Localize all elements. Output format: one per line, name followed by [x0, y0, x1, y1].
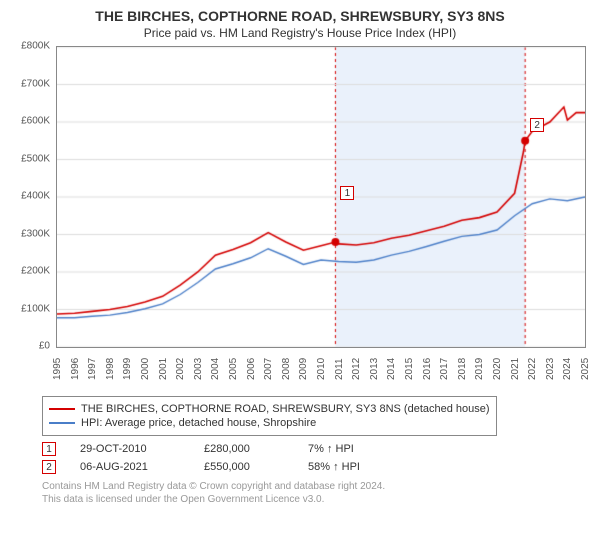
x-tick-label: 2013 [369, 358, 377, 380]
x-tick-label: 2004 [210, 358, 218, 380]
x-tick-label: 2020 [492, 358, 500, 380]
x-tick-label: 2017 [439, 358, 447, 380]
y-tick-label: £800K [14, 41, 50, 52]
marker-price: £550,000 [204, 461, 284, 473]
x-tick-label: 2009 [298, 358, 306, 380]
legend-swatch [49, 422, 75, 424]
marker-pct: 58% ↑ HPI [308, 461, 360, 473]
x-tick-label: 2003 [193, 358, 201, 380]
chart-title: THE BIRCHES, COPTHORNE ROAD, SHREWSBURY,… [12, 8, 588, 24]
marker-pct: 7% ↑ HPI [308, 443, 354, 455]
chart-area: £0£100K£200K£300K£400K£500K£600K£700K£80… [14, 46, 588, 388]
footer-line-2: This data is licensed under the Open Gov… [42, 493, 588, 506]
marker-number-box: 2 [42, 460, 56, 474]
chart-subtitle: Price paid vs. HM Land Registry's House … [12, 26, 588, 40]
marker-date: 29-OCT-2010 [80, 443, 180, 455]
x-tick-label: 2014 [386, 358, 394, 380]
y-tick-label: £100K [14, 303, 50, 314]
x-tick-label: 2023 [545, 358, 553, 380]
x-tick-label: 2005 [228, 358, 236, 380]
chart-marker-label: 1 [340, 186, 354, 200]
x-tick-label: 2010 [316, 358, 324, 380]
line-chart-canvas [56, 46, 586, 348]
x-tick-label: 2012 [351, 358, 359, 380]
chart-marker-label: 2 [530, 118, 544, 132]
x-tick-label: 1998 [105, 358, 113, 380]
x-tick-label: 1997 [87, 358, 95, 380]
y-tick-label: £400K [14, 191, 50, 202]
legend-label: HPI: Average price, detached house, Shro… [81, 417, 316, 429]
marker-row: 2 06-AUG-2021 £550,000 58% ↑ HPI [42, 460, 588, 474]
x-tick-label: 1996 [70, 358, 78, 380]
marker-price: £280,000 [204, 443, 284, 455]
y-tick-label: £300K [14, 228, 50, 239]
x-tick-label: 2008 [281, 358, 289, 380]
legend-swatch [49, 408, 75, 410]
x-tick-label: 2018 [457, 358, 465, 380]
x-tick-label: 2015 [404, 358, 412, 380]
root: THE BIRCHES, COPTHORNE ROAD, SHREWSBURY,… [0, 0, 600, 560]
legend-label: THE BIRCHES, COPTHORNE ROAD, SHREWSBURY,… [81, 403, 490, 415]
legend-item: THE BIRCHES, COPTHORNE ROAD, SHREWSBURY,… [49, 403, 490, 415]
x-tick-label: 2024 [562, 358, 570, 380]
y-tick-label: £600K [14, 116, 50, 127]
x-tick-label: 2016 [422, 358, 430, 380]
x-tick-label: 2006 [246, 358, 254, 380]
x-tick-label: 2022 [527, 358, 535, 380]
x-tick-label: 2000 [140, 358, 148, 380]
marker-row: 1 29-OCT-2010 £280,000 7% ↑ HPI [42, 442, 588, 456]
marker-date: 06-AUG-2021 [80, 461, 180, 473]
x-tick-label: 2011 [334, 358, 342, 380]
x-tick-label: 2021 [510, 358, 518, 380]
footer: Contains HM Land Registry data © Crown c… [42, 480, 588, 506]
marker-number-box: 1 [42, 442, 56, 456]
x-tick-label: 2002 [175, 358, 183, 380]
y-tick-label: £700K [14, 78, 50, 89]
x-tick-label: 2007 [263, 358, 271, 380]
legend-item: HPI: Average price, detached house, Shro… [49, 417, 490, 429]
x-tick-label: 2019 [474, 358, 482, 380]
x-tick-label: 1999 [122, 358, 130, 380]
marker-table: 1 29-OCT-2010 £280,000 7% ↑ HPI 2 06-AUG-2021… [42, 442, 588, 474]
y-tick-label: £500K [14, 153, 50, 164]
x-tick-label: 2025 [580, 358, 588, 380]
x-tick-label: 1995 [52, 358, 60, 380]
y-tick-label: £0 [14, 341, 50, 352]
x-tick-label: 2001 [158, 358, 166, 380]
footer-line-1: Contains HM Land Registry data © Crown c… [42, 480, 588, 493]
y-tick-label: £200K [14, 266, 50, 277]
legend: THE BIRCHES, COPTHORNE ROAD, SHREWSBURY,… [42, 396, 497, 436]
